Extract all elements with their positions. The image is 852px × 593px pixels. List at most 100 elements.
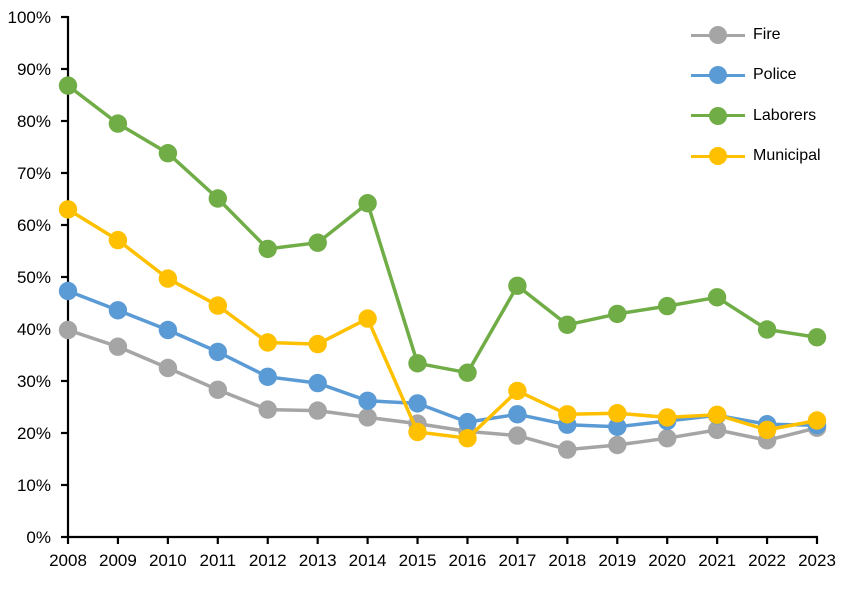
x-axis-tick-label: 2023 [798, 551, 836, 570]
data-point-laborers-2011 [208, 189, 227, 208]
legend-label-laborers: Laborers [753, 106, 817, 124]
data-point-municipal-2022 [757, 420, 777, 440]
legend-marker-laborers-icon [691, 106, 745, 125]
data-point-laborers-2015 [408, 354, 427, 373]
x-axis-tick-label: 2019 [598, 551, 636, 570]
data-point-police-2013 [308, 373, 327, 393]
x-axis-tick-label: 2022 [748, 551, 786, 570]
data-point-laborers-2018 [558, 315, 577, 334]
data-point-municipal-2010 [158, 269, 178, 288]
legend-marker-police-icon [691, 66, 745, 85]
data-point-laborers-2017 [508, 276, 527, 295]
data-point-municipal-2017 [508, 381, 527, 401]
data-point-laborers-2016 [458, 363, 477, 382]
data-point-police-2010 [158, 320, 178, 340]
data-point-municipal-2021 [707, 405, 727, 424]
y-axis-tick-label: 90% [17, 60, 51, 79]
y-axis-tick-label: 10% [17, 476, 51, 495]
data-point-fire-2017 [508, 426, 527, 445]
y-axis-tick-label: 20% [17, 424, 51, 443]
x-axis: 2008 2009 2010 2011 2012 2013 2014 2015 2016 2017… [49, 537, 836, 570]
y-axis-tick-label: 40% [17, 320, 51, 339]
data-point-laborers-2013 [308, 233, 327, 252]
data-point-municipal-2013 [308, 334, 327, 354]
x-axis-tick-label: 2011 [200, 551, 237, 570]
y-axis-tick-label: 0% [26, 528, 51, 547]
data-point-police-2014 [358, 391, 377, 410]
data-point-municipal-2018 [558, 405, 577, 424]
data-point-fire-2018 [558, 440, 577, 459]
data-point-municipal-2015 [408, 422, 427, 442]
data-point-police-2015 [408, 394, 427, 413]
y-axis-tick-label: 50% [17, 268, 51, 287]
data-point-municipal-2012 [258, 333, 277, 352]
data-point-laborers-2010 [158, 144, 178, 163]
y-axis-tick-label: 30% [17, 372, 51, 391]
series-line-police [66, 289, 819, 429]
x-axis-tick-label: 2016 [449, 551, 487, 570]
legend-item-laborers: Laborers [691, 96, 821, 136]
data-point-fire-2008 [58, 320, 78, 340]
data-point-police-2016 [458, 412, 477, 432]
x-axis-tick-label: 2018 [548, 551, 586, 570]
x-axis-tick-label: 2020 [648, 551, 686, 570]
legend-marker-fire-icon [691, 26, 745, 45]
x-axis-tick-label: 2014 [349, 551, 387, 570]
x-axis-tick-label: 2015 [399, 551, 437, 570]
data-point-municipal-2020 [658, 408, 677, 427]
data-point-municipal-2023 [807, 411, 827, 430]
legend-item-municipal: Municipal [691, 136, 821, 176]
data-point-police-2017 [508, 405, 527, 424]
data-point-municipal-2009 [108, 230, 128, 250]
series-laborers [58, 76, 827, 382]
data-point-police-2011 [208, 342, 227, 362]
series-line-fire [66, 328, 819, 452]
series-line-laborers [66, 83, 819, 375]
data-point-laborers-2009 [108, 114, 128, 133]
y-axis: 0% 10% 20% 30% 40% 50% 60% 70% 80% 90% 100% [8, 8, 68, 547]
x-axis-tick-label: 2010 [149, 551, 187, 570]
legend-item-police: Police [691, 55, 821, 95]
data-point-laborers-2022 [757, 320, 777, 339]
x-axis-tick-label: 2021 [698, 551, 736, 570]
data-point-fire-2021 [707, 420, 727, 440]
data-point-laborers-2019 [608, 304, 627, 324]
x-axis-tick-label: 2017 [498, 551, 536, 570]
x-axis-tick-label: 2012 [249, 551, 287, 570]
legend-label-municipal: Municipal [753, 147, 821, 165]
data-point-laborers-2014 [358, 194, 377, 213]
data-point-police-2012 [258, 367, 277, 386]
data-point-municipal-2019 [608, 404, 627, 423]
series-municipal [58, 200, 827, 448]
data-point-municipal-2011 [208, 296, 227, 315]
legend-label-fire: Fire [753, 26, 781, 44]
data-point-fire-2014 [358, 408, 377, 427]
series-fire [58, 320, 827, 459]
data-point-fire-2013 [308, 401, 327, 420]
data-point-municipal-2014 [358, 309, 377, 328]
y-axis-tick-label: 70% [17, 164, 51, 183]
legend-label-police: Police [753, 66, 797, 84]
data-point-laborers-2020 [658, 296, 677, 316]
x-axis-tick-label: 2009 [99, 551, 137, 570]
data-point-laborers-2012 [258, 239, 277, 259]
data-point-municipal-2016 [458, 429, 477, 448]
data-point-fire-2020 [658, 429, 677, 448]
data-point-fire-2009 [108, 337, 128, 356]
data-point-fire-2011 [208, 380, 227, 399]
legend-marker-municipal-icon [691, 147, 745, 166]
data-point-municipal-2008 [58, 200, 78, 219]
y-axis-tick-label: 100% [8, 8, 51, 27]
data-point-police-2019 [608, 417, 627, 436]
data-point-fire-2010 [158, 358, 178, 378]
series-line-municipal [66, 207, 819, 440]
legend-item-fire: Fire [691, 15, 821, 55]
data-point-fire-2012 [258, 400, 277, 419]
data-point-laborers-2008 [58, 76, 78, 95]
data-point-laborers-2021 [707, 288, 727, 307]
x-axis-tick-label: 2008 [49, 551, 87, 570]
y-axis-tick-label: 80% [17, 112, 51, 131]
data-point-police-2008 [58, 281, 78, 301]
